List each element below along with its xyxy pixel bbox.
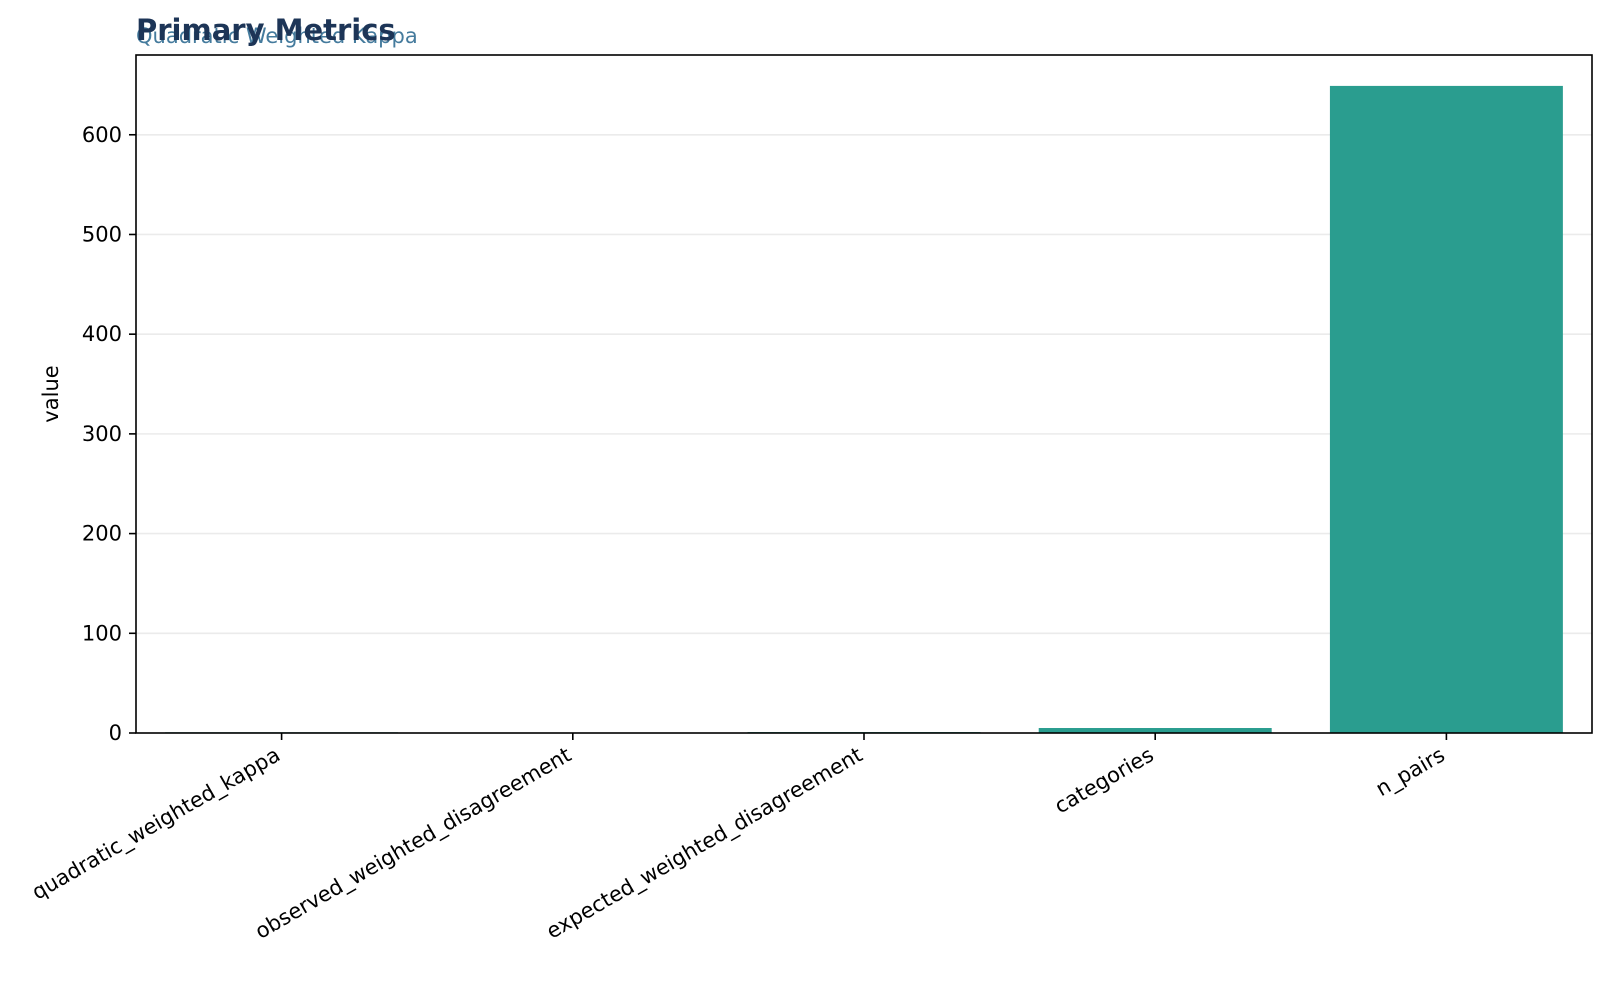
y-tick-label: 0 <box>109 721 122 745</box>
y-axis-title: value <box>39 365 63 422</box>
x-tick-label: quadratic_weighted_kappa <box>28 743 285 906</box>
x-tick-label: observed_weighted_disagreement <box>251 743 576 945</box>
x-tick-label: n_pairs <box>1372 743 1450 802</box>
x-axis-ticks: quadratic_weighted_kappaobserved_weighte… <box>28 733 1450 945</box>
bars <box>165 85 1563 734</box>
y-tick-label: 300 <box>82 422 122 446</box>
y-tick-label: 200 <box>82 522 122 546</box>
bar-categories <box>1038 728 1272 733</box>
y-tick-label: 400 <box>82 322 122 346</box>
bar-n-pairs <box>1329 85 1563 734</box>
x-tick-label: categories <box>1050 743 1157 819</box>
y-axis-ticks: 0 100 200 300 400 500 600 <box>82 123 136 745</box>
y-tick-label: 100 <box>82 621 122 645</box>
chart-title: Primary Metrics <box>136 13 396 47</box>
y-tick-label: 500 <box>82 222 122 246</box>
x-tick-label: expected_weighted_disagreement <box>542 743 867 945</box>
y-tick-label: 600 <box>82 123 122 147</box>
chart-subtitle: Quadratic Weighted Kappa <box>136 24 418 48</box>
